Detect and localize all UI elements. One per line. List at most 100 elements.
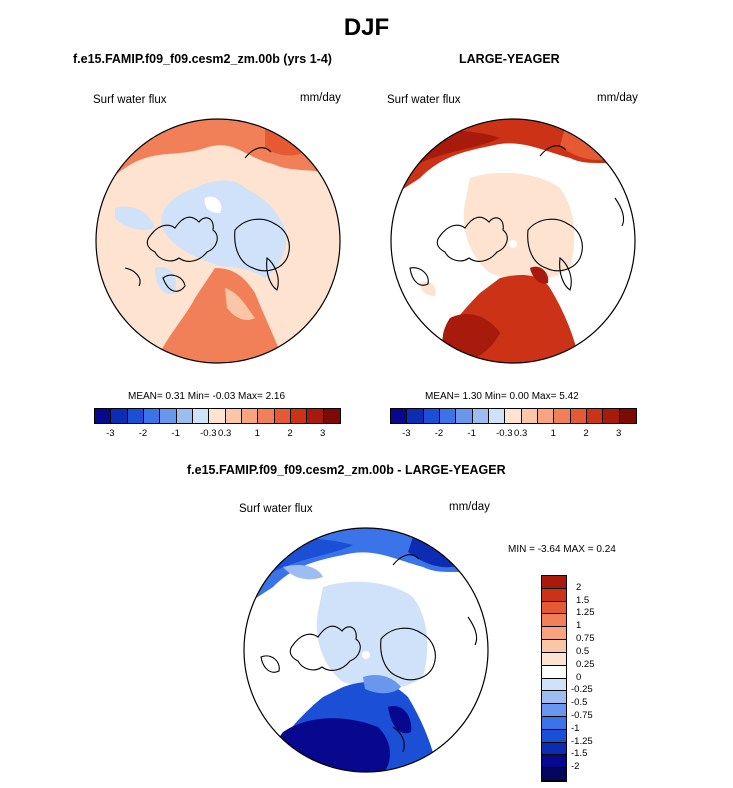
colorbar-cell <box>423 409 440 423</box>
colorbar-cell <box>542 588 566 602</box>
colorbar-tick-label: -0.5 <box>571 697 588 709</box>
colorbar-cell <box>439 409 457 423</box>
colorbar-tick-label: -0.3 <box>200 428 217 439</box>
page-title: DJF <box>343 14 390 41</box>
colorbar-cell <box>160 409 177 423</box>
colorbar-cell <box>488 409 506 423</box>
colorbar-cell <box>176 409 193 423</box>
colorbar-tick-label: 2 <box>583 428 589 439</box>
colorbar-tick-label: 3 <box>320 428 326 439</box>
colorbar-cell <box>127 409 144 423</box>
colorbar-tick-label: 0.75 <box>576 633 595 645</box>
colorbar-tick-label: -2 <box>571 761 580 773</box>
colorbar-cell <box>521 409 538 423</box>
colorbar-cell <box>209 409 226 423</box>
panel1-map-border <box>95 118 341 364</box>
colorbar-tick-label: 0 <box>576 671 582 683</box>
colorbar-cell <box>241 409 259 423</box>
colorbar-cell <box>95 409 112 423</box>
panel3-pole-hole <box>362 651 370 659</box>
colorbar-cell <box>542 576 566 589</box>
panel1-variable-label: Surf water flux <box>93 94 167 106</box>
panel1-title: f.e15.FAMIP.f09_f09.cesm2_zm.00b (yrs 1-… <box>73 52 332 66</box>
panel2-colorbar-ticks: -3 -2 -1 -0.3 0.3 1 2 3 <box>390 428 635 442</box>
panel2-field-norwegian-sea <box>530 266 549 284</box>
panel1-stats: MEAN= 0.31 Min= -0.03 Max= 2.16 <box>128 391 286 402</box>
panel3-title: f.e15.FAMIP.f09_f09.cesm2_zm.00b - LARGE… <box>187 463 506 477</box>
colorbar-tick-label: 1.25 <box>576 607 595 619</box>
colorbar-cell <box>323 409 340 423</box>
panel3-colorbar-ticks: 2 1.5 1.25 1 0.75 0.5 0.25 0 -0.25 -0.5 -0.75 -1 -1.… <box>571 575 611 780</box>
panel1-units-label: mm/day <box>300 92 341 104</box>
colorbar-tick-label: -2 <box>434 428 444 439</box>
panel2-field-arctic-ocean <box>463 172 575 280</box>
colorbar-tick-label: 1 <box>576 620 582 632</box>
colorbar-tick-label: -0.25 <box>571 684 593 696</box>
panel3-stats: MIN = -3.64 MAX = 0.24 <box>508 544 616 555</box>
panel1-colorbar <box>94 408 341 424</box>
panel3-field-norwegian-sea <box>388 706 412 734</box>
panel2-title: LARGE-YEAGER <box>459 52 560 66</box>
colorbar-tick-label: 0.3 <box>514 428 528 439</box>
colorbar-tick-label: -0.3 <box>496 428 513 439</box>
panel1-field-hudson-bay <box>155 267 177 295</box>
panel3-field-arctic-ocean <box>316 581 428 689</box>
colorbar-cell <box>192 409 210 423</box>
colorbar-cell <box>456 409 473 423</box>
panel3-units-label: mm/day <box>449 501 490 513</box>
colorbar-cell <box>505 409 522 423</box>
colorbar-tick-label: 0.3 <box>218 428 232 439</box>
panel1-colorbar-ticks: -3 -2 -1 -0.3 0.3 1 2 3 <box>94 428 339 442</box>
panel1-field-north-atlantic <box>155 268 285 363</box>
colorbar-cell <box>407 409 424 423</box>
colorbar-cell <box>542 640 566 653</box>
panel2-map-border <box>390 118 636 364</box>
panel2-units-label: mm/day <box>597 92 638 104</box>
colorbar-cell <box>143 409 161 423</box>
colorbar-cell <box>554 409 571 423</box>
colorbar-tick-label: 0.5 <box>576 645 590 657</box>
colorbar-cell <box>290 409 308 423</box>
panel2-pole-hole <box>509 240 517 248</box>
colorbar-cell <box>274 409 291 423</box>
colorbar-cell <box>542 755 566 769</box>
panel2-colorbar <box>390 408 637 424</box>
panel2-polar-map <box>390 118 636 364</box>
colorbar-tick-label: -2 <box>138 428 148 439</box>
colorbar-cell <box>307 409 324 423</box>
colorbar-tick-label: -3 <box>402 428 411 439</box>
colorbar-tick-label: -1 <box>171 428 180 439</box>
colorbar-cell <box>542 716 566 730</box>
panel1-field-greenland-summit <box>204 196 222 213</box>
colorbar-tick-label: 0.25 <box>576 658 595 670</box>
colorbar-tick-label: 2 <box>287 428 293 439</box>
colorbar-cell <box>542 652 566 666</box>
colorbar-tick-label: -1 <box>467 428 476 439</box>
colorbar-tick-label: -3 <box>106 428 115 439</box>
colorbar-cell <box>542 627 566 641</box>
colorbar-tick-label: -1.25 <box>571 735 593 747</box>
panel2-stats: MEAN= 1.30 Min= 0.00 Max= 5.42 <box>425 391 579 402</box>
colorbar-tick-label: 1 <box>254 428 260 439</box>
panel3-field-pacific-patch <box>283 565 323 580</box>
panel1-field-atlantic-patch <box>225 288 255 320</box>
panel3-field-barents-sea <box>363 675 401 694</box>
panel2-variable-label: Surf water flux <box>387 94 461 106</box>
panel3-polar-map <box>243 527 489 773</box>
colorbar-cell <box>542 768 566 781</box>
colorbar-tick-label: -0.75 <box>571 709 593 721</box>
colorbar-tick-label: -1 <box>571 722 580 734</box>
colorbar-tick-label: 1 <box>550 428 556 439</box>
colorbar-tick-label: 3 <box>616 428 622 439</box>
colorbar-tick-label: 2 <box>576 581 582 593</box>
panel3-map-border <box>243 527 489 773</box>
panel2-coastlines <box>409 145 625 291</box>
colorbar-cell <box>542 742 566 756</box>
colorbar-cell <box>542 704 566 717</box>
colorbar-cell <box>542 665 566 679</box>
colorbar-cell <box>472 409 489 423</box>
colorbar-cell <box>542 614 566 628</box>
panel1-field-canada-patch <box>115 206 155 230</box>
colorbar-cell <box>225 409 242 423</box>
colorbar-cell <box>603 409 620 423</box>
